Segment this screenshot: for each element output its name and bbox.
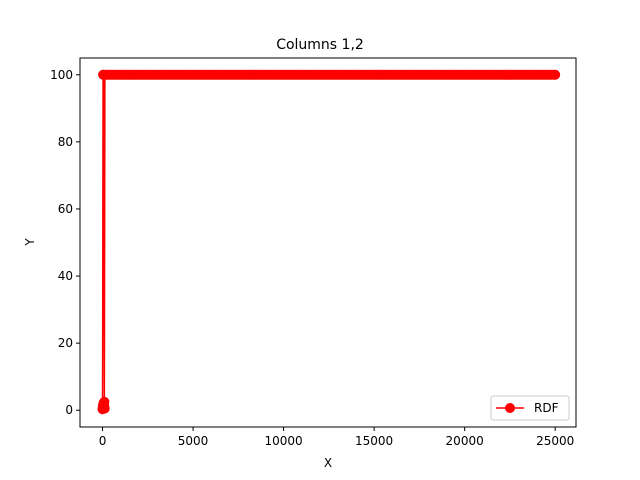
x-axis-label: X — [324, 456, 332, 470]
y-tick-label: 20 — [58, 336, 73, 350]
y-axis-label: Y — [23, 238, 37, 247]
x-tick-label: 0 — [99, 434, 107, 448]
x-tick-label: 10000 — [265, 434, 303, 448]
y-tick-label: 60 — [58, 202, 73, 216]
y-tick-label: 80 — [58, 135, 73, 149]
data-point — [550, 69, 561, 80]
y-tick-label: 40 — [58, 269, 73, 283]
x-tick-label: 25000 — [536, 434, 574, 448]
x-tick-label: 5000 — [178, 434, 209, 448]
y-axis: 0 20 40 60 80 100 — [50, 68, 80, 417]
x-tick-label: 20000 — [446, 434, 484, 448]
legend: RDF — [490, 395, 570, 421]
axes-frame — [79, 57, 577, 428]
x-axis: 0 5000 10000 15000 20000 25000 — [99, 427, 574, 448]
legend-label-rdf: RDF — [534, 401, 559, 415]
plot-area — [97, 69, 561, 415]
y-tick-label: 0 — [65, 403, 73, 417]
x-tick-label: 15000 — [355, 434, 393, 448]
series-line-rdf — [101, 74, 556, 410]
chart-title: Columns 1,2 — [276, 37, 364, 53]
data-point — [99, 401, 110, 412]
legend-marker — [505, 403, 515, 413]
y-tick-label: 100 — [50, 68, 73, 82]
legend-box — [490, 395, 570, 421]
